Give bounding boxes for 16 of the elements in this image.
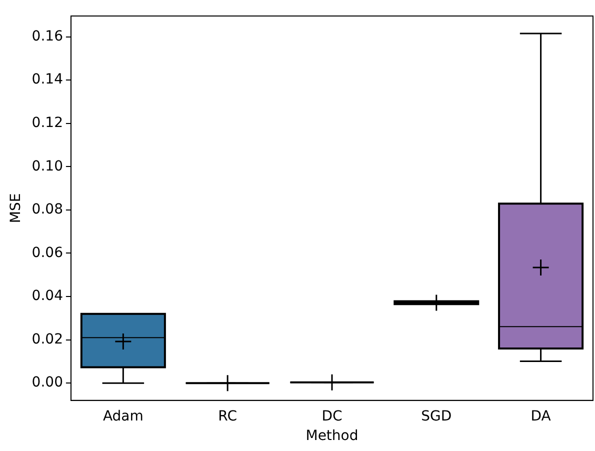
y-tick-label: 0.04	[32, 288, 64, 304]
y-tick-label: 0.16	[32, 28, 64, 44]
y-tick-label: 0.14	[32, 72, 64, 88]
x-tick-label: DA	[530, 408, 552, 424]
y-tick-label: 0.06	[32, 244, 64, 261]
y-tick-label: 0.10	[32, 158, 63, 174]
x-tick-label: DC	[322, 408, 342, 424]
x-axis-title: Method	[306, 428, 358, 444]
x-tick-label: SGD	[421, 408, 452, 424]
y-axis-title: MSE	[8, 193, 24, 224]
y-tick-label: 0.02	[32, 331, 63, 348]
y-tick-label: 0.00	[32, 374, 63, 391]
y-tick-label: 0.12	[32, 114, 63, 131]
x-tick-label: RC	[218, 408, 238, 424]
x-tick-label: Adam	[102, 408, 144, 424]
y-tick-label: 0.08	[32, 202, 63, 218]
